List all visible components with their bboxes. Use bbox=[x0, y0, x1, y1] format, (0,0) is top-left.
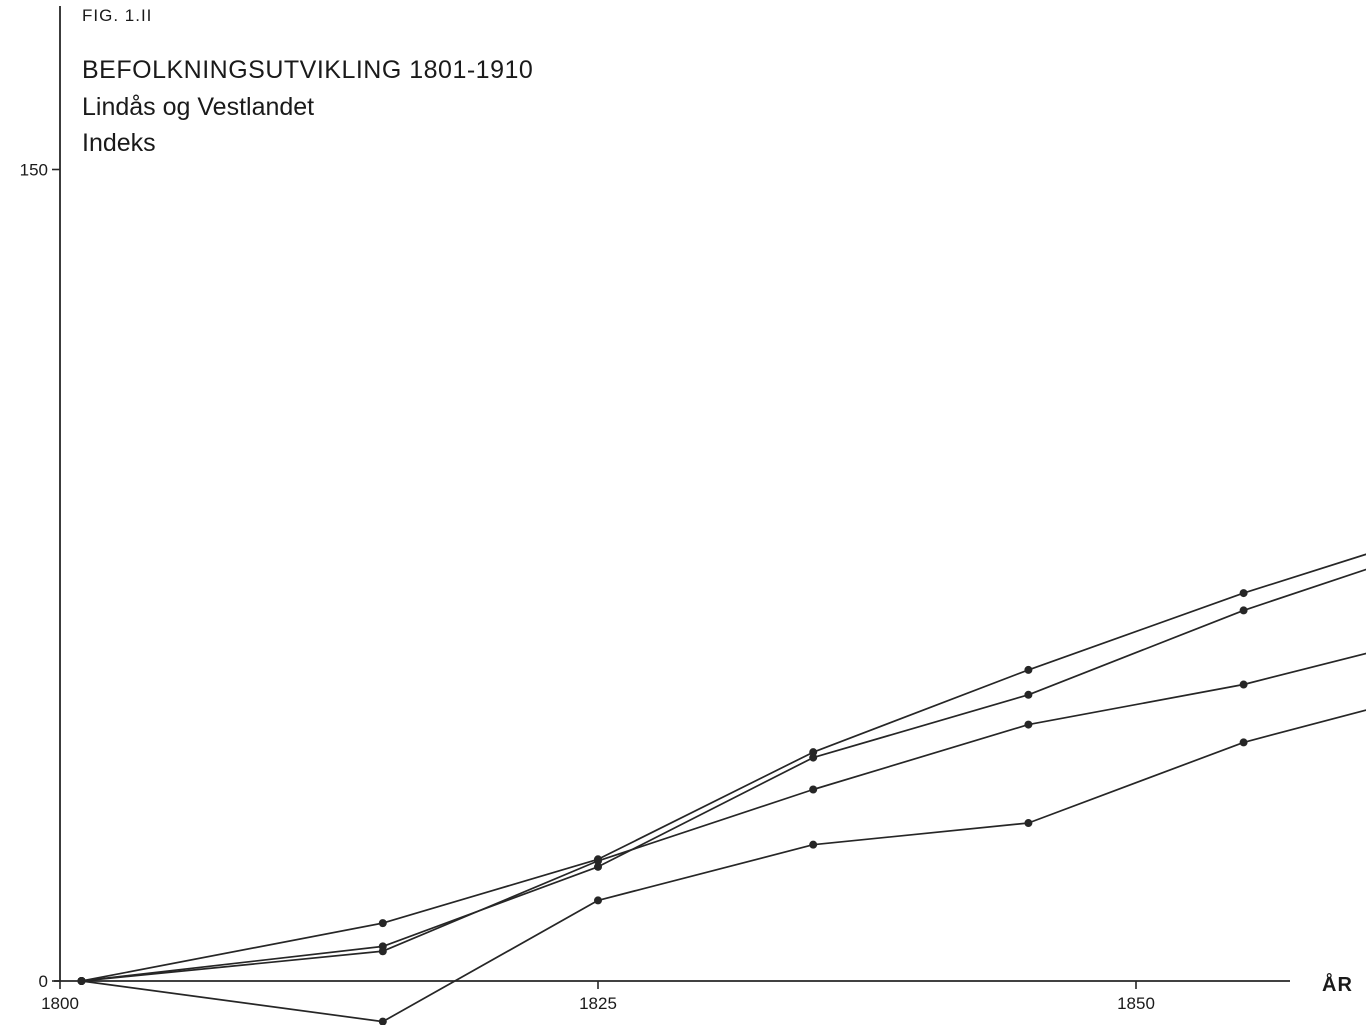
data-point bbox=[1024, 690, 1033, 699]
figure-number: FIG. 1.II bbox=[82, 6, 153, 25]
data-point bbox=[594, 896, 602, 905]
data-point bbox=[1239, 738, 1248, 747]
chart-title: BEFOLKNINGSUTVIKLING 1801-1910 bbox=[82, 56, 534, 84]
data-point bbox=[1024, 665, 1033, 674]
data-point bbox=[809, 753, 818, 762]
x-tick-label: 1825 bbox=[579, 994, 617, 1013]
data-point bbox=[378, 947, 387, 956]
data-point bbox=[1024, 720, 1033, 729]
series-line bbox=[81, 568, 1366, 982]
data-point bbox=[1239, 680, 1248, 689]
data-point bbox=[378, 1017, 387, 1025]
y-tick-label: 150 bbox=[20, 161, 48, 180]
data-point bbox=[594, 862, 602, 871]
x-axis-label: ÅR bbox=[1322, 972, 1353, 996]
chart-subtitle: Lindås og Vestlandet bbox=[82, 93, 315, 121]
data-point bbox=[1239, 589, 1248, 598]
data-point bbox=[809, 785, 818, 794]
series-line bbox=[81, 652, 1366, 982]
x-tick-label: 1850 bbox=[1117, 994, 1155, 1013]
data-point bbox=[594, 856, 602, 865]
y-axis-label: Indeks bbox=[82, 129, 156, 157]
series-line bbox=[81, 553, 1366, 982]
data-point bbox=[1239, 606, 1248, 615]
data-point bbox=[378, 919, 387, 928]
series-line bbox=[81, 709, 1366, 1023]
data-point bbox=[1024, 819, 1033, 828]
data-point bbox=[809, 840, 818, 849]
y-tick-label: 0 bbox=[39, 972, 48, 991]
data-point bbox=[77, 977, 86, 985]
x-tick-label: 1800 bbox=[41, 994, 79, 1013]
